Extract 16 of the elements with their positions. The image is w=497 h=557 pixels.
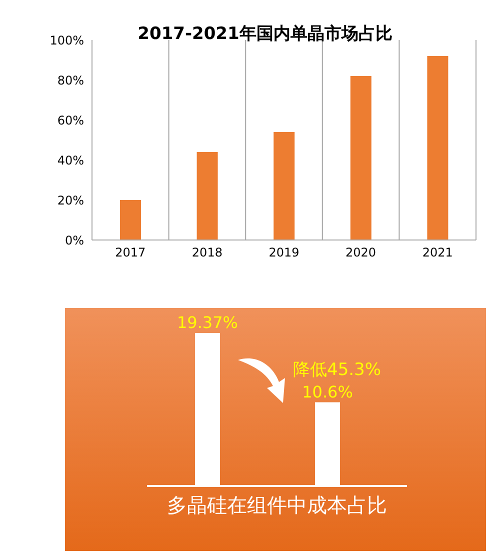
x-tick-label: 2019 bbox=[268, 246, 300, 260]
data-label: 10.6% bbox=[302, 382, 353, 402]
x-axis-title: 多晶硅在组件中成本占比 bbox=[166, 492, 388, 519]
y-tick-label: 60% bbox=[57, 113, 84, 128]
x-tick-label: 2018 bbox=[192, 246, 222, 260]
y-tick-label: 0% bbox=[64, 233, 84, 248]
x-tick-label: 2017 bbox=[115, 246, 146, 260]
chart-title: 2017-2021年国内单晶市场占比 bbox=[138, 24, 392, 44]
data-label: 19.37% bbox=[176, 313, 238, 332]
x-tick-label: 2020 bbox=[346, 246, 376, 260]
y-tick-label: 80% bbox=[57, 73, 84, 88]
y-tick-label: 100% bbox=[50, 33, 84, 48]
x-tick-label: 2021 bbox=[422, 246, 453, 260]
annotation: 降低45.3% bbox=[293, 359, 382, 381]
y-tick-label: 40% bbox=[57, 153, 84, 168]
y-tick-label: 20% bbox=[57, 193, 84, 208]
